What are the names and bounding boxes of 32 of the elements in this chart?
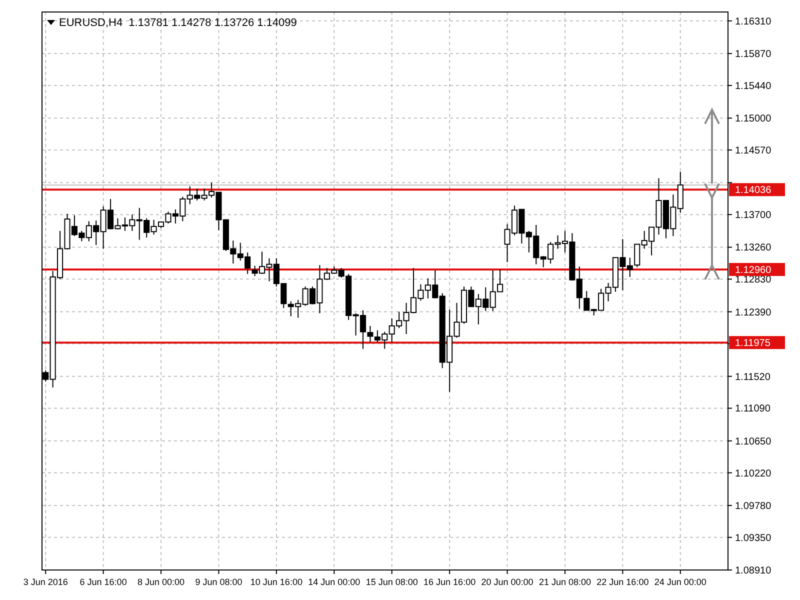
x-tick-label: 10 Jun 16:00 (250, 577, 302, 587)
y-tick-label: 1.11090 (735, 404, 771, 415)
x-tick-label: 15 Jun 08:00 (366, 577, 418, 587)
y-tick-label: 1.11520 (735, 372, 771, 383)
x-tick-label: 8 Jun 00:00 (138, 577, 185, 587)
y-tick-label: 1.15440 (735, 80, 772, 92)
y-tick-label: 1.08910 (735, 566, 772, 576)
y-tick-label: 1.13260 (735, 242, 772, 254)
y-tick-label: 1.13700 (735, 210, 772, 222)
ref-line-label: 1.12960 (735, 264, 772, 276)
y-tick-label: 1.12390 (735, 307, 772, 318)
y-tick-label: 1.14570 (735, 146, 772, 157)
y-tick-label: 1.12830 (735, 274, 772, 286)
y-tick-label: 1.15000 (735, 114, 772, 125)
y-tick-label: 1.10650 (735, 436, 772, 448)
x-tick-label: 22 Jun 16:00 (596, 577, 649, 587)
x-tick-label: 14 Jun 00:00 (308, 577, 360, 587)
x-tick-label: 3 Jun 2016 (23, 577, 68, 587)
x-tick-label: 24 Jun 00:00 (654, 577, 706, 587)
ref-line-label: 1.14036 (735, 185, 772, 196)
y-tick-label: 1.10220 (735, 468, 772, 480)
x-tick-label: 9 Jun 08:00 (195, 577, 242, 587)
y-tick-label: 1.09350 (735, 532, 772, 544)
y-tick-label: 1.09780 (735, 500, 772, 512)
x-tick-label: 6 Jun 16:00 (80, 577, 127, 587)
ref-line-label: 1.11975 (735, 338, 771, 350)
x-tick-label: 20 Jun 00:00 (481, 577, 534, 587)
y-tick-label: 1.16310 (735, 16, 772, 28)
chart-title: EURUSD,H4 1.13781 1.14278 1.13726 1.14099 (59, 17, 297, 29)
y-tick-label: 1.15870 (735, 49, 772, 60)
x-tick-label: 21 Jun 08:00 (538, 577, 591, 587)
x-tick-label: 16 Jun 16:00 (424, 577, 476, 587)
